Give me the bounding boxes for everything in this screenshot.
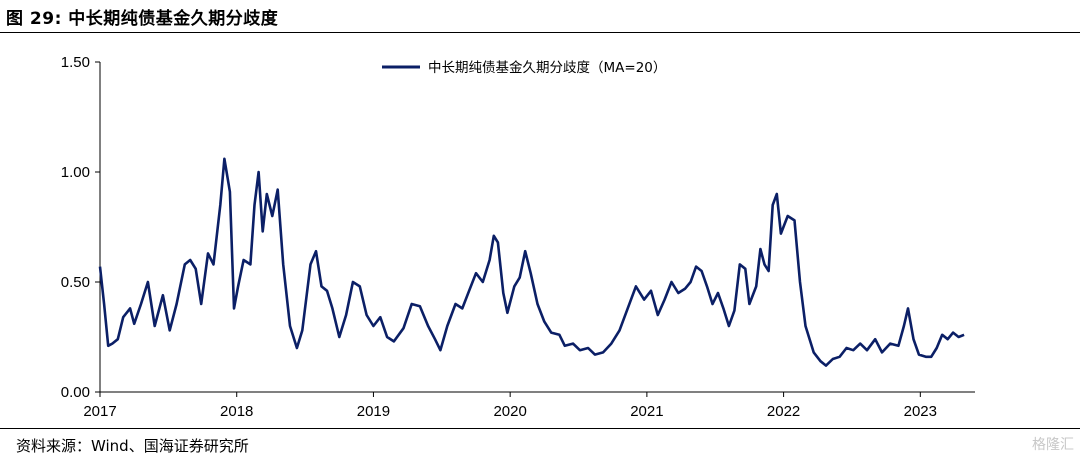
source-note: 资料来源：Wind、国海证券研究所 [16,437,249,455]
x-tick-label: 2023 [904,403,937,420]
y-ticks: 0.00 0.50 1.00 1.50 [61,54,100,401]
line-chart: 0.00 0.50 1.00 1.50 2017 2018 2019 2020 2021 202… [61,54,975,420]
figure-title: 图 29: 中长期纯债基金久期分歧度 [6,9,279,29]
x-tick-label: 2017 [83,403,116,420]
y-tick-label: 1.00 [61,164,90,181]
x-ticks: 2017 2018 2019 2020 2021 2022 2023 [83,392,937,420]
x-tick-label: 2019 [357,403,390,420]
legend: 中长期纯债基金久期分歧度（MA=20） [382,59,666,76]
x-tick-label: 2018 [220,403,253,420]
y-tick-label: 1.50 [61,54,90,71]
x-tick-label: 2022 [767,403,800,420]
x-tick-label: 2021 [630,403,663,420]
watermark: 格隆汇 [1032,437,1074,453]
bottom-rule [0,428,1080,429]
x-tick-label: 2020 [493,403,526,420]
y-tick-label: 0.50 [61,274,90,291]
y-tick-label: 0.00 [61,384,90,401]
title-rule [0,32,1080,33]
legend-label: 中长期纯债基金久期分歧度（MA=20） [428,59,666,76]
series-line [98,157,965,367]
